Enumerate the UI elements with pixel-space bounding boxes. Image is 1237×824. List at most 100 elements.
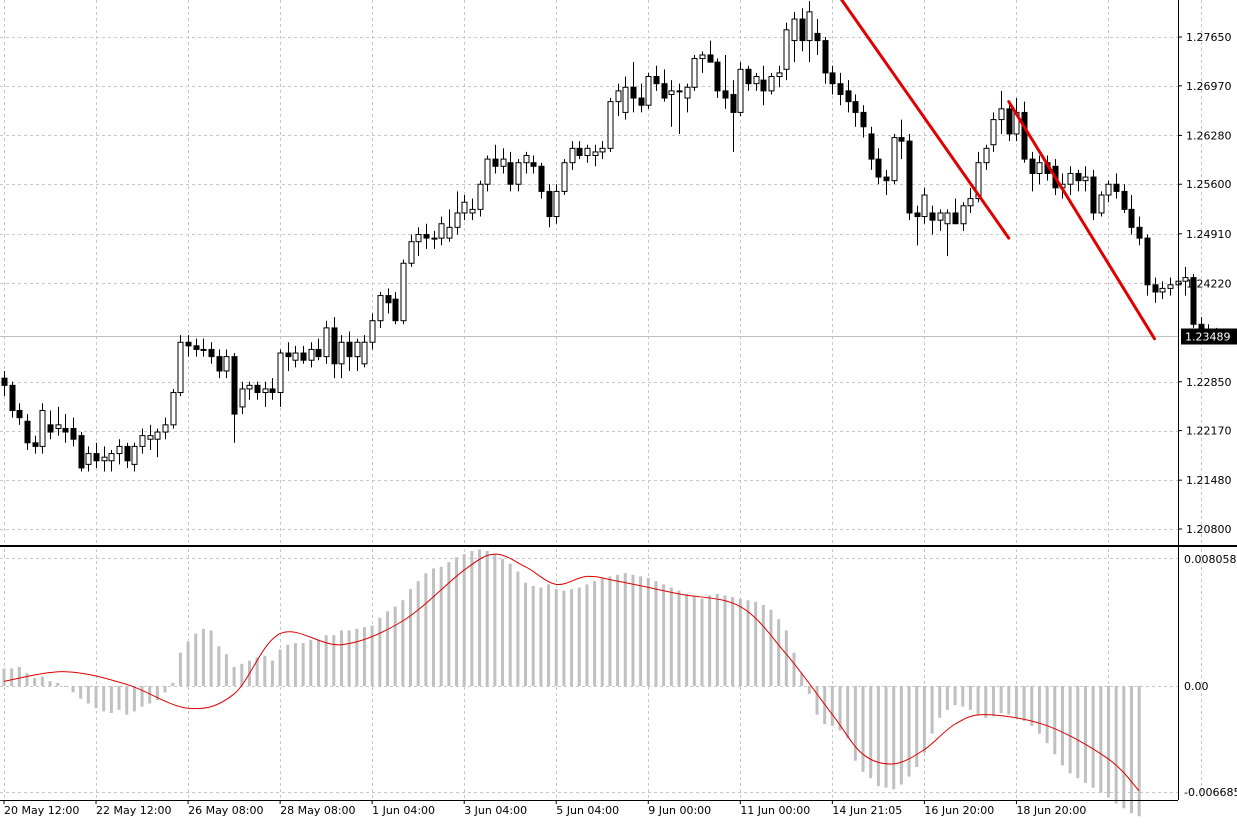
candle-body-bear	[1121, 190, 1128, 210]
histogram-bar	[1030, 686, 1034, 726]
current-price-badge: 1.23489	[1181, 328, 1237, 345]
histogram-bar	[554, 589, 558, 686]
histogram-bar	[884, 686, 888, 788]
candle-body-bull	[645, 76, 652, 106]
histogram-bar	[25, 673, 29, 686]
price-candle	[300, 345, 307, 364]
price-tick-label: 1.27650	[1186, 31, 1232, 44]
time-tick-label: 5 Jun 04:00	[556, 804, 619, 817]
candle-body-bull	[139, 435, 146, 447]
histogram-bar	[677, 590, 681, 686]
candle-body-bear	[868, 133, 875, 160]
price-candle	[438, 216, 445, 246]
price-candle	[1113, 173, 1120, 199]
histogram-bar	[669, 587, 673, 686]
candle-body-bull	[960, 205, 967, 225]
histogram-bar	[416, 581, 420, 686]
candle-body-bull	[998, 108, 1005, 121]
candle-body-bear	[845, 90, 852, 103]
histogram-bar	[984, 686, 988, 718]
histogram-bar	[1007, 686, 1011, 715]
time-tick-label: 16 Jun 20:00	[924, 804, 994, 817]
histogram-bar	[1114, 686, 1118, 804]
price-candle	[354, 338, 361, 371]
candle-body-bull	[553, 190, 560, 218]
candle-body-bear	[9, 384, 16, 411]
candle-body-bear	[185, 341, 192, 347]
price-candle	[392, 291, 399, 325]
price-candle	[822, 37, 829, 84]
price-tick-label: 1.26970	[1186, 80, 1232, 93]
price-candle	[852, 94, 859, 127]
oscillator-tick-label: 0.008058	[1184, 553, 1237, 566]
histogram-bar	[976, 686, 980, 715]
price-candle	[85, 446, 92, 472]
price-candle	[93, 442, 100, 468]
candle-body-bull	[684, 86, 691, 99]
histogram-bar	[1122, 686, 1126, 809]
time-tick-label: 20 May 12:00	[4, 804, 79, 817]
price-candle	[131, 442, 138, 472]
histogram-bar	[1076, 686, 1080, 779]
histogram-bar	[623, 573, 627, 686]
price-candle	[868, 126, 875, 170]
histogram-bar	[33, 678, 37, 686]
histogram-bar	[899, 686, 903, 785]
candle-body-bull	[446, 226, 453, 239]
histogram-bar	[738, 598, 742, 686]
candle-body-bull	[791, 18, 798, 42]
candle-body-bear	[1006, 108, 1013, 135]
candle-body-bear	[62, 427, 69, 433]
candle-body-bear	[1113, 183, 1120, 192]
histogram-bar	[608, 576, 612, 686]
histogram-bar	[155, 686, 159, 701]
candle-body-bear	[231, 356, 238, 415]
price-candle	[523, 151, 530, 174]
price-candle	[584, 144, 591, 163]
price-candle	[9, 381, 16, 418]
price-candle	[469, 198, 476, 221]
oscillator-signal-line	[3, 553, 1140, 792]
candle-body-bear	[707, 54, 714, 63]
time-tick-label: 11 Jun 00:00	[740, 804, 810, 817]
price-candle	[1075, 169, 1082, 192]
candle-body-bear	[78, 435, 85, 469]
histogram-bar	[2, 668, 6, 686]
candle-body-bull	[277, 352, 284, 394]
histogram-bar	[1129, 686, 1133, 814]
candle-body-bear	[530, 162, 537, 167]
price-candle	[1105, 180, 1112, 203]
price-candle	[216, 349, 223, 379]
price-candle	[239, 381, 246, 415]
price-candle	[630, 62, 637, 113]
candle-body-bull	[891, 137, 898, 182]
chart-frame	[0, 0, 1237, 801]
histogram-bar	[393, 606, 397, 686]
histogram-bar	[547, 584, 551, 686]
candle-body-bull	[569, 147, 576, 164]
price-candle	[108, 449, 115, 472]
histogram-bar	[593, 581, 597, 686]
candle-body-bear	[16, 409, 23, 419]
histogram-bar	[1068, 686, 1072, 774]
price-candle	[561, 159, 568, 196]
price-candle	[806, 1, 813, 63]
candle-body-bear	[630, 86, 637, 99]
histogram-bar	[853, 686, 857, 761]
candle-body-bear	[952, 212, 959, 225]
candle-body-bull	[592, 151, 599, 157]
histogram-bar	[40, 676, 44, 686]
histogram-bar	[577, 587, 581, 686]
candle-body-bear	[760, 79, 767, 92]
price-candle	[714, 58, 721, 99]
candle-body-bear	[93, 453, 100, 462]
histogram-bar	[10, 668, 14, 686]
price-candle	[16, 403, 23, 425]
price-candle	[484, 155, 491, 192]
price-candle	[47, 410, 54, 440]
price-candle	[1067, 166, 1074, 196]
price-candle	[776, 65, 783, 88]
histogram-bar	[201, 628, 205, 686]
